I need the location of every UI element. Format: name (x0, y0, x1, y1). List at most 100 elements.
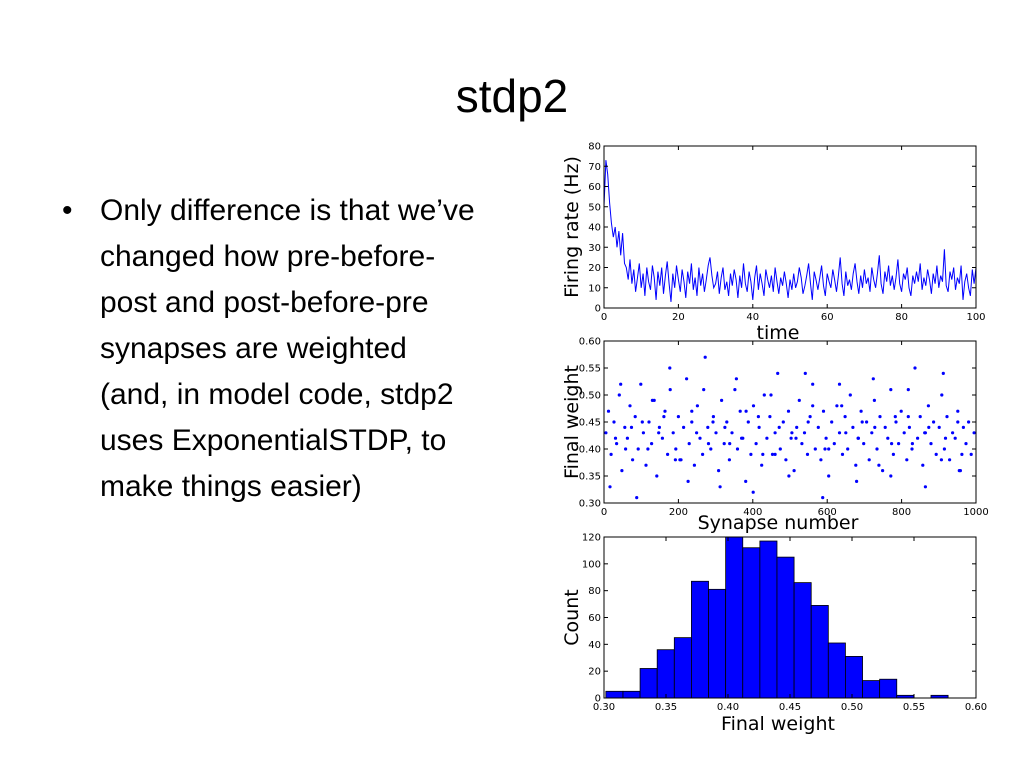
weight-point (902, 431, 906, 435)
weight-point (844, 431, 848, 435)
weight-point (773, 431, 777, 435)
x-tick-label: 60 (821, 312, 834, 323)
weight-point (740, 436, 744, 440)
weight-point (840, 452, 845, 456)
weight-point (846, 447, 850, 451)
weight-point (657, 431, 661, 435)
weight-point (706, 425, 710, 429)
weight-point (937, 425, 941, 429)
y-tick-label: 0.50 (579, 391, 601, 402)
weight-point (709, 447, 713, 451)
weight-point (608, 485, 612, 489)
weight-point (673, 458, 678, 462)
weight-point (777, 425, 781, 429)
bullet-text: Only difference is that we’ve changed ho… (100, 194, 475, 503)
x-tick-label: 200 (669, 507, 688, 518)
weight-point (862, 442, 866, 446)
weight-point (967, 420, 971, 424)
weight-point (635, 496, 639, 500)
y-tick-label: 30 (588, 243, 601, 254)
y-tick-label: 0.55 (579, 364, 601, 375)
weight-point (811, 382, 815, 386)
weight-point (692, 463, 697, 467)
y-tick-label: 60 (588, 182, 601, 193)
weight-point (728, 442, 732, 446)
weight-point (623, 425, 627, 429)
histogram-bar (845, 656, 863, 698)
histogram-bar (656, 649, 675, 698)
weight-point (703, 355, 707, 359)
weight-point (921, 463, 925, 467)
histogram-bar (879, 678, 898, 698)
y-tick-label: 0 (595, 304, 601, 315)
weight-point (639, 382, 643, 386)
weight-point (821, 409, 826, 413)
weight-point (806, 420, 810, 424)
weight-point (899, 409, 903, 413)
weight-point (655, 474, 659, 478)
weight-point (725, 420, 729, 424)
weight-point (886, 436, 890, 440)
y-tick-label: 0.40 (579, 445, 601, 456)
y-axis-label: Firing rate (Hz) (561, 156, 583, 298)
y-tick-label: 20 (588, 263, 601, 274)
weight-point (932, 420, 936, 424)
x-axis-label: Synapse number (698, 512, 859, 534)
weight-point (776, 371, 780, 375)
histogram-bar (742, 547, 761, 698)
weight-point (749, 452, 753, 456)
x-tick-label: 0.50 (841, 702, 863, 713)
weight-point (615, 442, 619, 446)
weight-point (926, 404, 931, 408)
weight-point (797, 398, 801, 402)
weight-point (873, 425, 877, 429)
data-layer (604, 160, 976, 302)
weight-point (894, 420, 898, 424)
weight-point (650, 442, 654, 446)
weight-point (744, 479, 748, 483)
x-tick-label: 0.55 (903, 702, 925, 713)
x-tick-label: 800 (892, 507, 911, 518)
weight-point (848, 393, 852, 397)
weight-point (744, 409, 748, 413)
histogram-bar (862, 680, 881, 698)
x-tick-label: 20 (672, 312, 685, 323)
histogram-bar (725, 537, 744, 698)
weight-point (907, 425, 912, 429)
y-tick-label: 0.60 (579, 337, 601, 348)
plot-area (604, 341, 976, 503)
weight-point (897, 442, 901, 446)
x-tick-label: 0.40 (717, 702, 739, 713)
weight-point (757, 425, 761, 429)
weight-point (969, 452, 973, 456)
weight-point (781, 420, 785, 424)
weight-point (906, 415, 910, 419)
weight-point (870, 431, 874, 435)
histogram-bar (639, 668, 658, 698)
weight-point (717, 469, 721, 473)
weight-point (617, 393, 621, 397)
histogram-bar (776, 556, 795, 698)
y-tick-label: 50 (588, 202, 601, 213)
histogram-bar (691, 580, 709, 698)
weight-point (934, 452, 938, 456)
weight-point (698, 436, 702, 440)
weight-point (723, 425, 727, 429)
weight-point (768, 415, 772, 419)
weight-point (657, 425, 662, 429)
weight-point (961, 425, 966, 429)
histogram-bar (605, 690, 624, 698)
weight-point (718, 485, 722, 489)
weight-point (813, 447, 817, 451)
chart-2: 0 200 400 600 800 1000 0.30 0.35 0.40 0.45 0.50 0.5… (561, 337, 989, 535)
weight-point (941, 371, 945, 375)
weight-point (727, 458, 732, 462)
weight-point (792, 469, 796, 473)
weight-point (956, 420, 960, 424)
weight-point (606, 409, 611, 413)
weight-point (685, 377, 689, 381)
weight-point (762, 393, 766, 397)
y-axis-label: Final weight (561, 365, 583, 479)
weight-point (827, 447, 831, 451)
histogram-bar (827, 642, 846, 698)
